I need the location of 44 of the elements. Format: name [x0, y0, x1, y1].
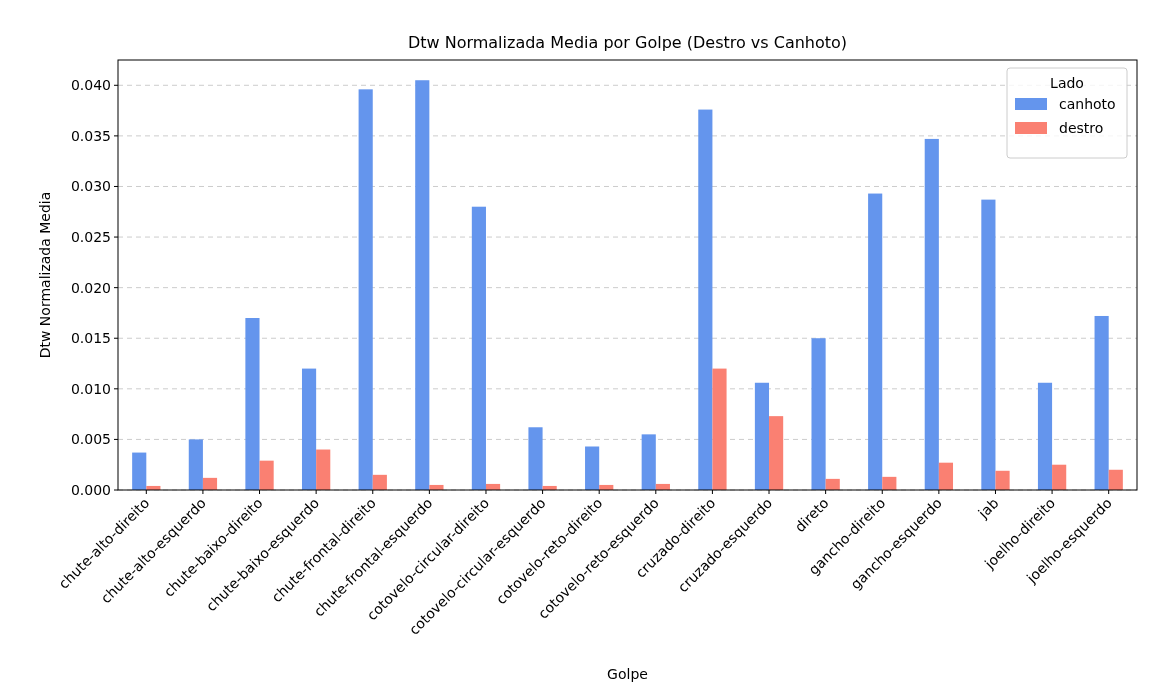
bar	[471, 206, 486, 490]
y-tick-label: 0.010	[70, 380, 111, 397]
y-tick-label: 0.035	[70, 127, 111, 144]
bar	[372, 474, 387, 490]
y-tick-label: 0.030	[70, 178, 111, 195]
bar	[1052, 464, 1067, 490]
y-axis-title: Dtw Normalizada Media	[37, 191, 53, 359]
y-tick-label: 0.040	[70, 77, 111, 94]
bar	[641, 434, 656, 490]
bar	[938, 462, 954, 490]
bar	[316, 449, 331, 490]
x-axis-title: Golpe	[607, 666, 648, 682]
bar	[882, 476, 897, 490]
bar	[528, 427, 543, 490]
bar	[132, 452, 147, 490]
bar	[924, 138, 939, 490]
bar	[358, 89, 373, 490]
bar	[712, 368, 727, 490]
legend-label: canhoto	[1059, 95, 1116, 112]
bar	[868, 193, 883, 490]
legend-label: destro	[1059, 119, 1104, 136]
chart-title: Dtw Normalizada Media por Golpe (Destro vs Canhoto)	[407, 33, 848, 52]
bar	[811, 338, 826, 490]
bar	[769, 416, 784, 490]
bar	[188, 439, 203, 490]
y-tick-label: 0.005	[70, 431, 111, 448]
y-tick-label: 0.015	[70, 330, 111, 347]
legend-title: Lado	[1050, 75, 1084, 91]
bar	[1108, 469, 1123, 490]
bar	[202, 477, 218, 490]
bar	[415, 80, 430, 490]
bar	[1037, 382, 1053, 490]
bar	[301, 368, 317, 490]
y-tick-label: 0.025	[70, 228, 111, 245]
bar	[995, 470, 1010, 490]
bar	[245, 318, 260, 490]
bar	[981, 199, 996, 490]
y-tick-label: 0.020	[70, 279, 111, 296]
bar	[754, 382, 770, 490]
bar	[585, 446, 600, 490]
bar	[259, 460, 274, 490]
bar	[698, 109, 713, 490]
y-tick-label: 0.000	[70, 481, 111, 498]
bar	[1094, 315, 1109, 490]
